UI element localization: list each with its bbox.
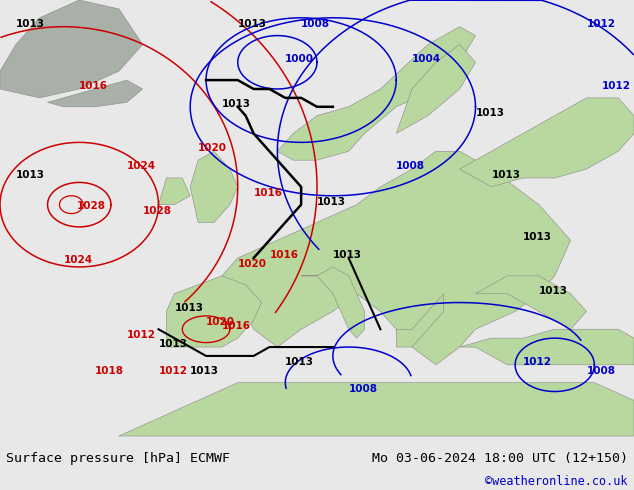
Text: 1013: 1013	[285, 357, 314, 367]
Text: Surface pressure [hPa] ECMWF: Surface pressure [hPa] ECMWF	[6, 452, 230, 465]
Text: 1012: 1012	[127, 330, 156, 340]
Text: 1024: 1024	[63, 254, 93, 265]
Text: 1012: 1012	[158, 366, 188, 376]
Text: 1013: 1013	[158, 339, 188, 349]
Text: 1020: 1020	[238, 259, 267, 269]
Text: 1008: 1008	[396, 161, 425, 171]
Text: 1008: 1008	[301, 19, 330, 29]
Text: 1000: 1000	[285, 54, 314, 64]
Text: 1008: 1008	[349, 384, 378, 393]
Polygon shape	[278, 26, 476, 160]
Text: 1018: 1018	[95, 366, 124, 376]
Text: 1013: 1013	[523, 232, 552, 242]
Polygon shape	[301, 267, 365, 338]
Text: 1013: 1013	[238, 19, 267, 29]
Text: 1013: 1013	[476, 108, 505, 118]
Text: 1013: 1013	[174, 303, 204, 314]
Text: 1013: 1013	[539, 286, 568, 295]
Text: 1028: 1028	[143, 206, 172, 216]
Polygon shape	[460, 329, 634, 365]
Text: 1013: 1013	[16, 170, 45, 180]
Polygon shape	[48, 80, 143, 107]
Text: 1012: 1012	[586, 19, 616, 29]
Polygon shape	[476, 276, 586, 329]
Text: 1013: 1013	[190, 366, 219, 376]
Polygon shape	[396, 294, 444, 347]
Text: 1028: 1028	[77, 201, 106, 211]
Text: 1012: 1012	[523, 357, 552, 367]
Text: 1020: 1020	[198, 143, 227, 153]
Polygon shape	[158, 178, 190, 205]
Text: 1004: 1004	[412, 54, 441, 64]
Polygon shape	[119, 383, 634, 436]
Text: 1016: 1016	[222, 321, 251, 331]
Text: 1016: 1016	[79, 81, 108, 91]
Polygon shape	[166, 276, 261, 347]
Text: 1013: 1013	[222, 99, 251, 109]
Polygon shape	[222, 151, 571, 365]
Text: 1016: 1016	[254, 188, 283, 198]
Text: Mo 03-06-2024 18:00 UTC (12+150): Mo 03-06-2024 18:00 UTC (12+150)	[372, 452, 628, 465]
Text: 1012: 1012	[602, 81, 631, 91]
Text: 1016: 1016	[269, 250, 299, 260]
Text: 1013: 1013	[333, 250, 362, 260]
Text: 1013: 1013	[317, 196, 346, 207]
Polygon shape	[460, 98, 634, 187]
Text: 1024: 1024	[127, 161, 156, 171]
Text: 1013: 1013	[16, 19, 45, 29]
Polygon shape	[190, 151, 238, 222]
Text: 1020: 1020	[206, 317, 235, 327]
Text: 1008: 1008	[586, 366, 616, 376]
Text: ©weatheronline.co.uk: ©weatheronline.co.uk	[485, 475, 628, 489]
Text: 1013: 1013	[491, 170, 521, 180]
Polygon shape	[0, 0, 143, 98]
Polygon shape	[396, 45, 476, 133]
